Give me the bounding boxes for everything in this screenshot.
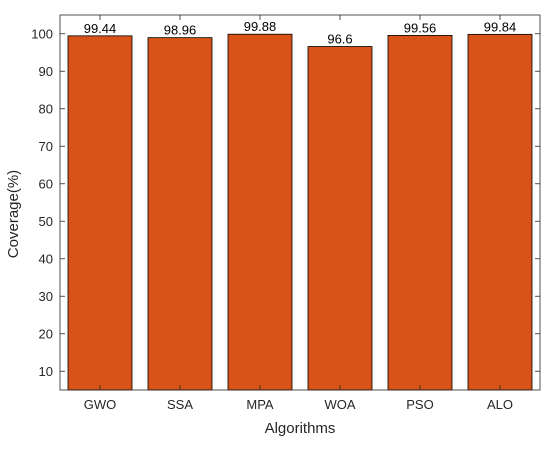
x-axis-label: Algorithms [265,420,336,437]
y-tick-label-50: 50 [39,214,53,229]
data-label-alo: 99.84 [484,19,517,34]
bar-gwo [67,35,133,391]
x-tick-label-ssa: SSA [167,397,193,412]
x-tick-label-alo: ALO [487,397,513,412]
x-tick-label-pso: PSO [406,397,433,412]
bar-pso [387,35,453,391]
plot-frame [59,14,541,391]
y-tick-label-10: 10 [39,364,53,379]
bar-mpa [227,33,293,391]
bar-woa [307,46,373,391]
y-tick-label-70: 70 [39,139,53,154]
data-label-woa: 96.6 [327,32,352,47]
bar-alo [467,33,533,391]
y-tick-label-40: 40 [39,251,53,266]
y-tick-label-90: 90 [39,64,53,79]
x-tick-label-mpa: MPA [246,397,274,412]
y-tick-label-60: 60 [39,176,53,191]
x-tick-label-gwo: GWO [84,397,117,412]
labels-layer: 99.44 GWO 98.96 SSA 99.88 MPA 96.6 WOA 99.56 PSO 9… [31,19,516,412]
data-label-ssa: 98.96 [164,23,197,38]
axes-layer [59,14,541,391]
data-label-gwo: 99.44 [84,21,117,36]
y-tick-label-80: 80 [39,101,53,116]
bars-layer [67,33,533,391]
y-tick-label-20: 20 [39,326,53,341]
bar-ssa [147,37,213,391]
y-tick-label-30: 30 [39,289,53,304]
x-tick-label-woa: WOA [324,397,355,412]
data-label-pso: 99.56 [404,20,437,35]
data-label-mpa: 99.88 [244,19,277,34]
y-tick-label-100: 100 [31,26,53,41]
y-axis-label: Coverage(%) [5,170,22,258]
